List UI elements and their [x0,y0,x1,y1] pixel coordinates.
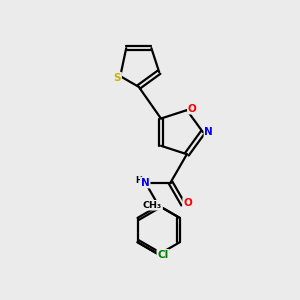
Text: O: O [188,103,197,114]
Text: H: H [135,176,142,185]
Text: N: N [205,127,213,137]
Text: S: S [113,73,121,83]
Text: Cl: Cl [158,250,169,260]
Text: O: O [183,198,192,208]
Text: CH₃: CH₃ [143,201,162,210]
Text: N: N [141,178,150,188]
